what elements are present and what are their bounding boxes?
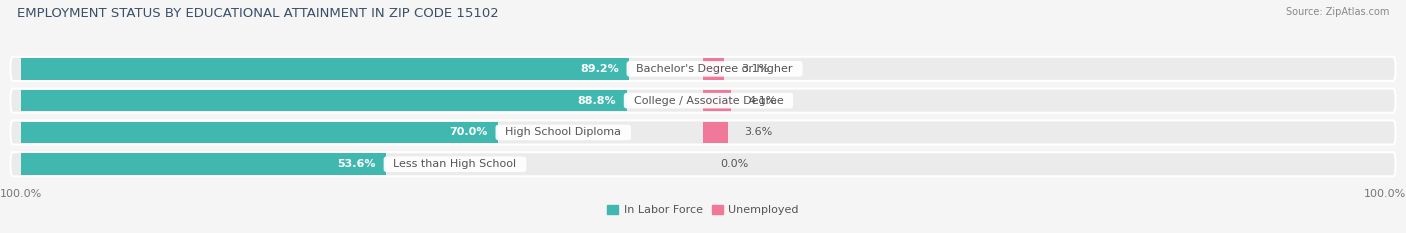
- Bar: [703, 90, 731, 111]
- FancyBboxPatch shape: [10, 120, 1396, 144]
- Text: 3.6%: 3.6%: [745, 127, 773, 137]
- Text: 70.0%: 70.0%: [450, 127, 488, 137]
- Text: Less than High School: Less than High School: [387, 159, 523, 169]
- Bar: [21, 122, 498, 143]
- Bar: [703, 58, 724, 80]
- FancyBboxPatch shape: [10, 152, 1396, 176]
- Text: 53.6%: 53.6%: [337, 159, 377, 169]
- Legend: In Labor Force, Unemployed: In Labor Force, Unemployed: [603, 200, 803, 219]
- Text: 4.1%: 4.1%: [748, 96, 776, 106]
- Bar: [21, 58, 630, 80]
- Bar: [21, 90, 627, 111]
- Text: 3.1%: 3.1%: [741, 64, 769, 74]
- FancyBboxPatch shape: [10, 89, 1396, 113]
- Bar: [703, 122, 727, 143]
- Text: 89.2%: 89.2%: [581, 64, 619, 74]
- Text: Bachelor's Degree or higher: Bachelor's Degree or higher: [630, 64, 800, 74]
- Text: EMPLOYMENT STATUS BY EDUCATIONAL ATTAINMENT IN ZIP CODE 15102: EMPLOYMENT STATUS BY EDUCATIONAL ATTAINM…: [17, 7, 499, 20]
- Text: 0.0%: 0.0%: [720, 159, 748, 169]
- Text: 88.8%: 88.8%: [578, 96, 616, 106]
- Text: High School Diploma: High School Diploma: [498, 127, 628, 137]
- Bar: [21, 154, 387, 175]
- Text: Source: ZipAtlas.com: Source: ZipAtlas.com: [1285, 7, 1389, 17]
- Text: College / Associate Degree: College / Associate Degree: [627, 96, 790, 106]
- FancyBboxPatch shape: [10, 57, 1396, 81]
